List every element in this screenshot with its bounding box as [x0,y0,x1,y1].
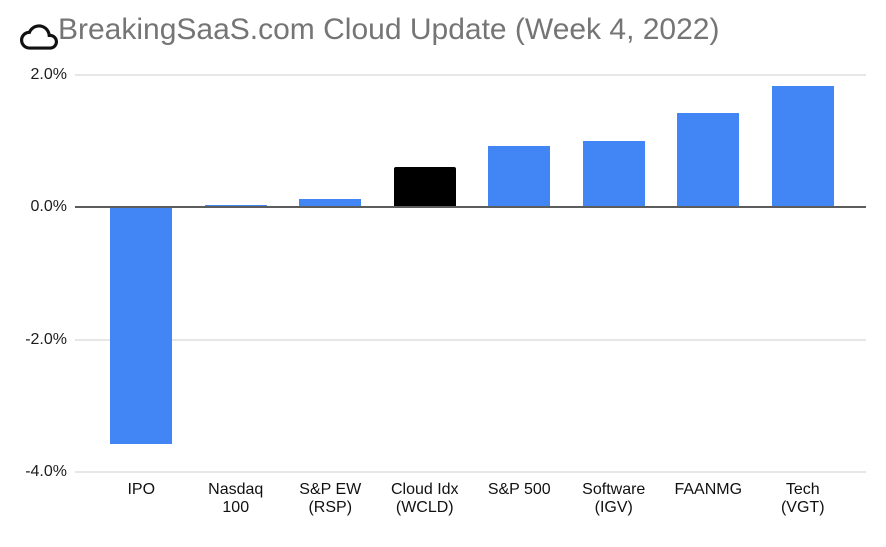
bar-column-cloud-idx-wcld [378,75,473,472]
zero-axis-line [75,206,866,209]
y-tick-label-2-0: 2.0% [30,66,67,83]
x-axis-label-faanmg: FAANMG [674,481,743,498]
chart-title: BreakingSaaS.com Cloud Update (Week 4, 2… [58,13,720,46]
y-tick-label-4-0: -4.0% [25,463,67,480]
x-axis-label-s-p-ew-rsp: S&P EW (RSP) [299,481,362,516]
bar-ipo [110,207,173,445]
bars-container [94,75,850,472]
bar-cloud-idx-wcld [393,166,456,208]
bar-s-p-ew-rsp [299,199,362,208]
bar-column-software-igv [567,75,662,472]
bar-column-faanmg [661,75,756,472]
gridline [75,338,866,341]
cloud-icon [20,24,58,50]
bar-tech-vgt [771,85,834,208]
plot-area [75,74,866,473]
x-axis-label-cloud-idx-wcld: Cloud Idx (WCLD) [390,481,459,516]
x-axis-label-ipo: IPO [127,481,156,498]
x-axis-label-software-igv: Software (IGV) [582,481,646,516]
gridline [75,74,866,76]
x-axis: IPO Nasdaq 100 S&P EW (RSP) Cloud Idx (WCLD) S&… [94,481,850,517]
bar-column-s-p-500 [472,75,567,472]
bar-faanmg [677,112,740,208]
x-axis-label-nasdaq-100: Nasdaq 100 [208,481,264,516]
y-tick-label-0-0: 0.0% [30,198,67,216]
chart-header: BreakingSaaS.com Cloud Update (Week 4, 2… [20,10,719,56]
bar-software-igv [582,141,645,208]
bar-nasdaq-100 [204,204,267,208]
x-axis-label-tech-vgt: Tech (VGT) [780,481,825,516]
bar-s-p-500 [488,146,551,208]
bar-column-ipo [94,75,189,472]
bar-column-nasdaq-100 [189,75,284,472]
bar-column-tech-vgt [756,75,851,472]
y-tick-label-2-0: -2.0% [25,330,67,348]
gridline [75,471,866,473]
bar-column-s-p-ew-rsp [283,75,378,472]
x-axis-label-s-p-500: S&P 500 [487,481,551,498]
